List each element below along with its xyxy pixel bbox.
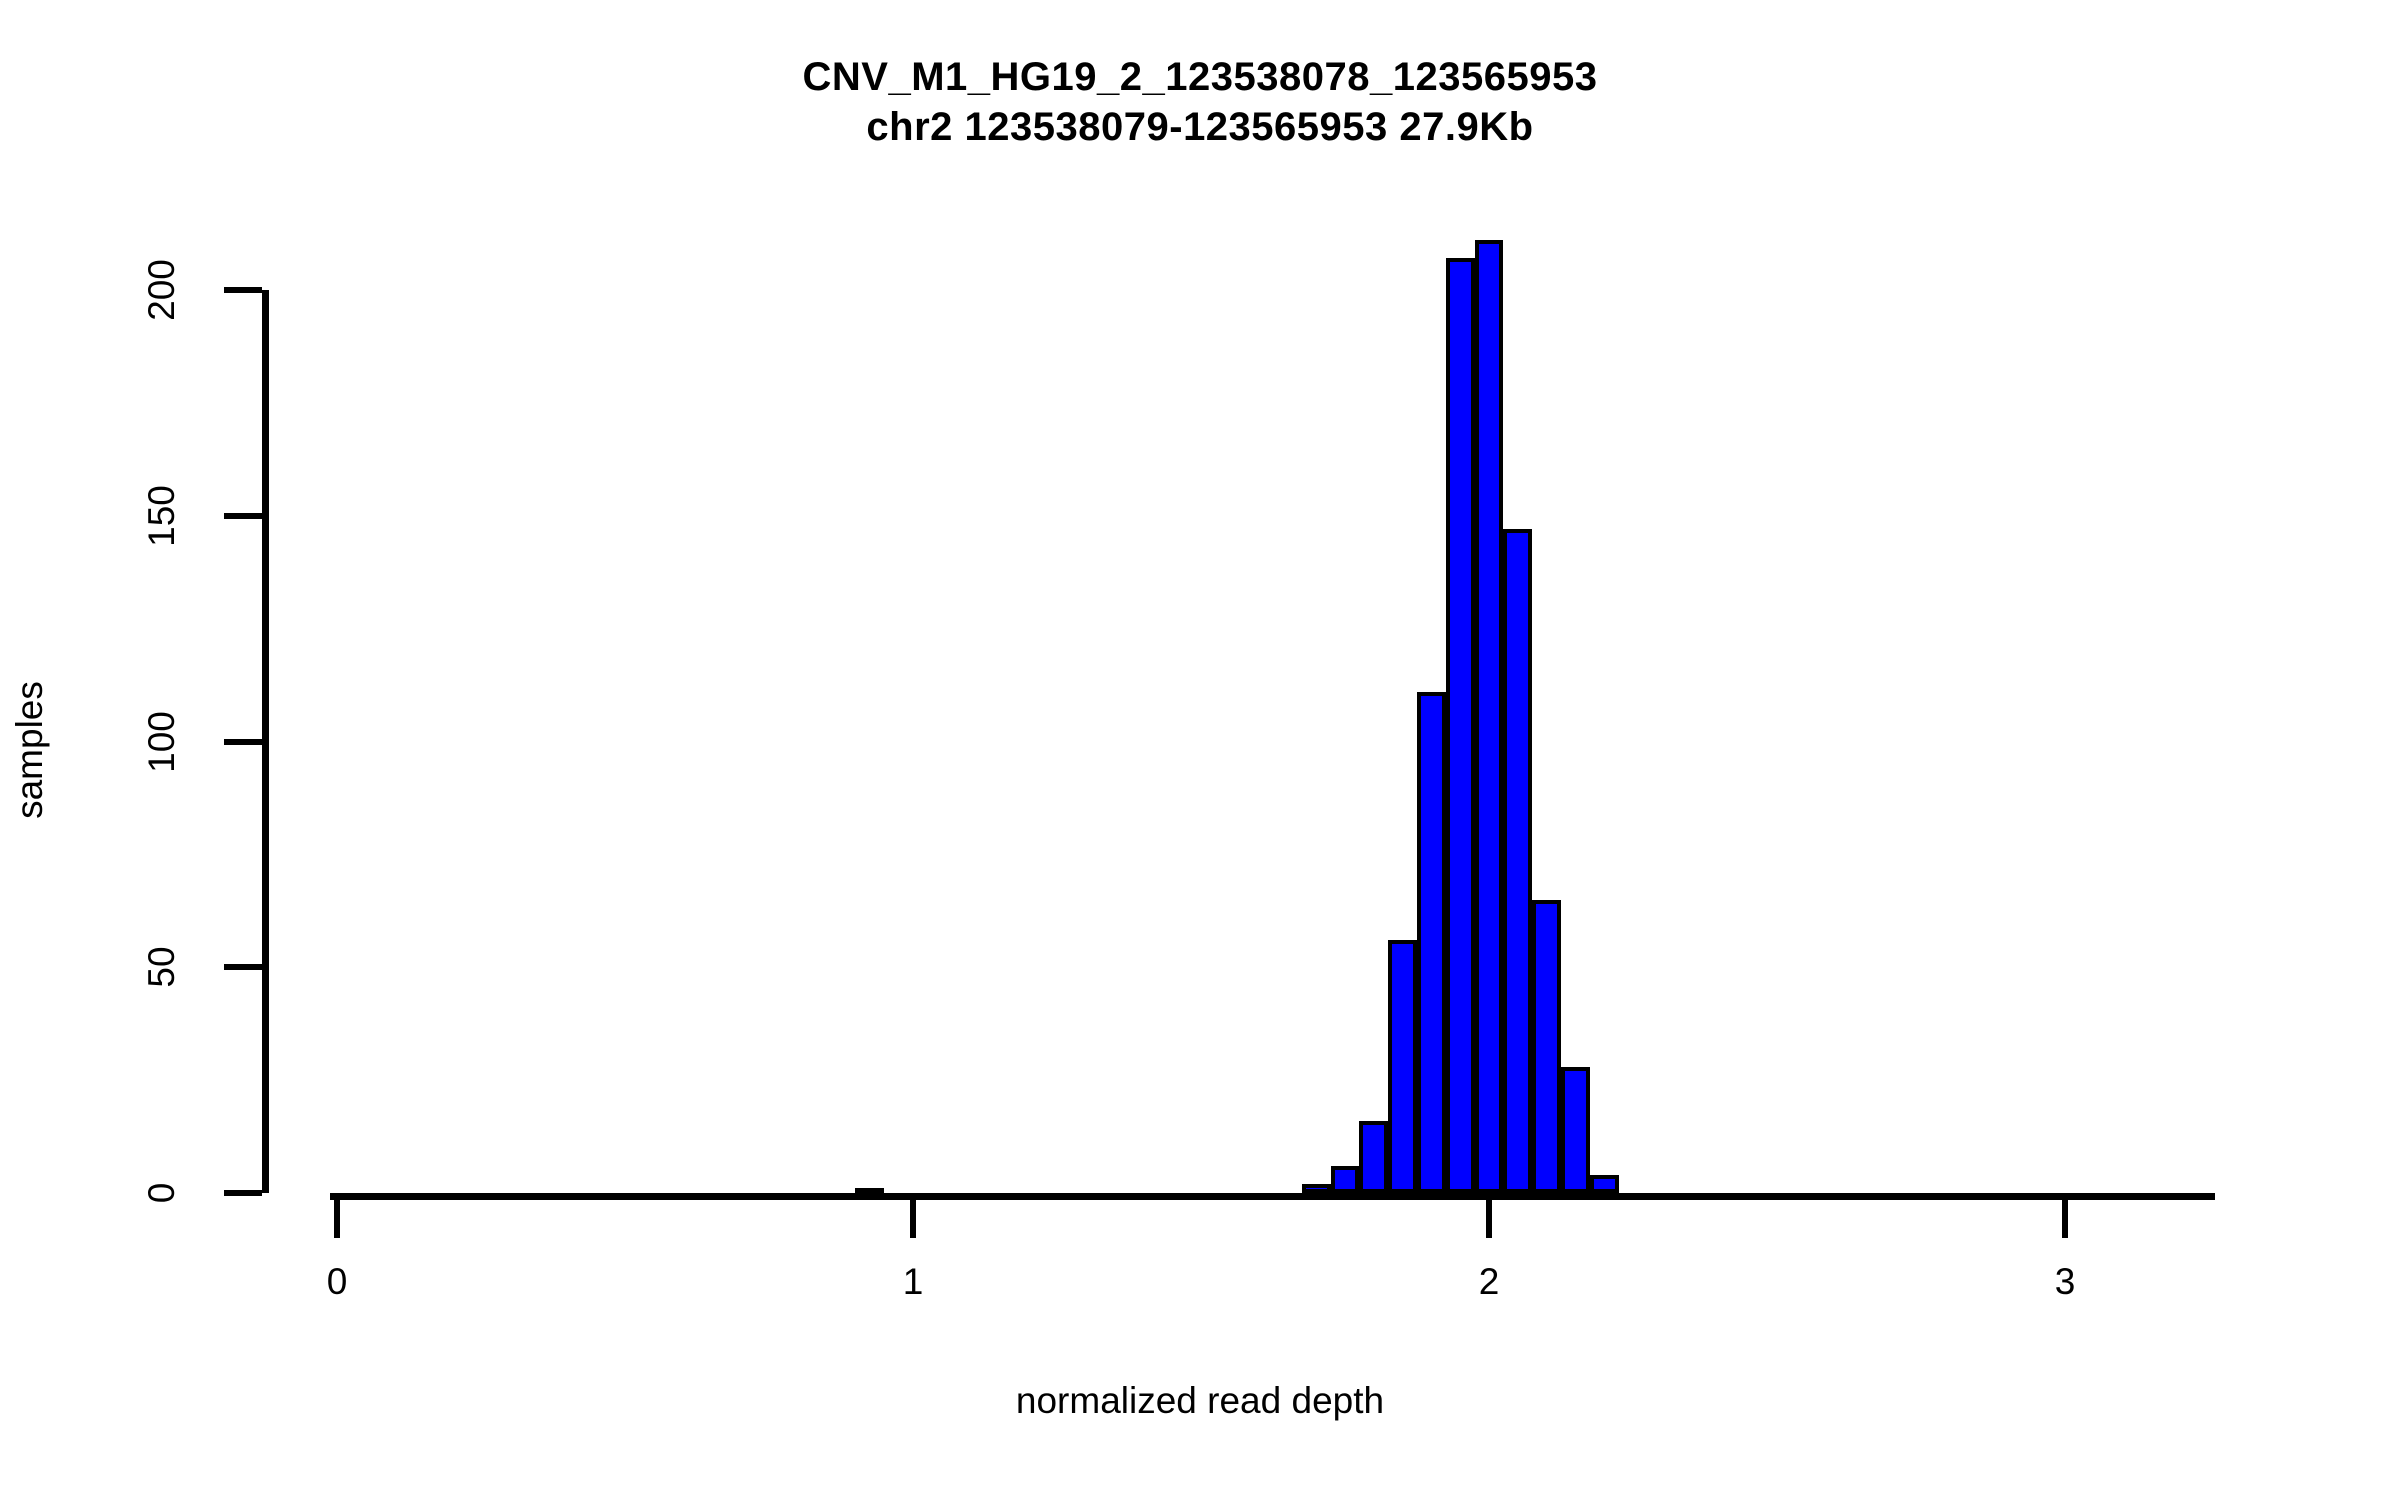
y-axis-tick — [224, 287, 262, 293]
y-axis-tick-label: 50 — [141, 946, 182, 988]
x-axis-tick — [334, 1200, 340, 1238]
histogram-bar — [1417, 691, 1446, 1193]
x-axis-line — [330, 1193, 2215, 1200]
x-axis-tick — [2062, 1200, 2068, 1238]
y-axis-tick-label: 150 — [141, 484, 182, 547]
histogram-bar — [1561, 1066, 1590, 1193]
x-axis-tick — [910, 1200, 916, 1238]
y-axis-line — [262, 290, 269, 1193]
histogram-bar — [1359, 1120, 1389, 1193]
y-axis-tick-label: 200 — [141, 259, 182, 321]
histogram-bar — [1330, 1165, 1360, 1193]
y-axis-label: samples — [9, 681, 50, 819]
histogram-bar — [1474, 240, 1504, 1193]
histogram-bar — [1388, 940, 1417, 1193]
histogram-bar — [1532, 899, 1561, 1193]
histogram-bar — [1301, 1183, 1331, 1193]
histogram-bar — [1589, 1174, 1619, 1193]
x-axis-tick-label: 2 — [1478, 1261, 1500, 1302]
x-axis-tick-label: 3 — [2054, 1261, 2076, 1302]
y-axis-tick — [224, 964, 262, 971]
y-axis-tick — [224, 512, 262, 519]
x-axis-tick — [1486, 1200, 1492, 1238]
y-axis-tick — [224, 738, 262, 745]
histogram-bar — [1503, 529, 1533, 1193]
x-axis-tick-label: 1 — [902, 1261, 924, 1302]
x-axis-label: normalized read depth — [1015, 1380, 1385, 1421]
y-axis-tick-label: 100 — [141, 710, 182, 773]
histogram-bar — [1445, 258, 1475, 1193]
y-axis-tick — [224, 1190, 262, 1196]
y-axis-tick-label: 0 — [141, 1182, 182, 1204]
x-axis-tick-label: 0 — [326, 1261, 348, 1302]
